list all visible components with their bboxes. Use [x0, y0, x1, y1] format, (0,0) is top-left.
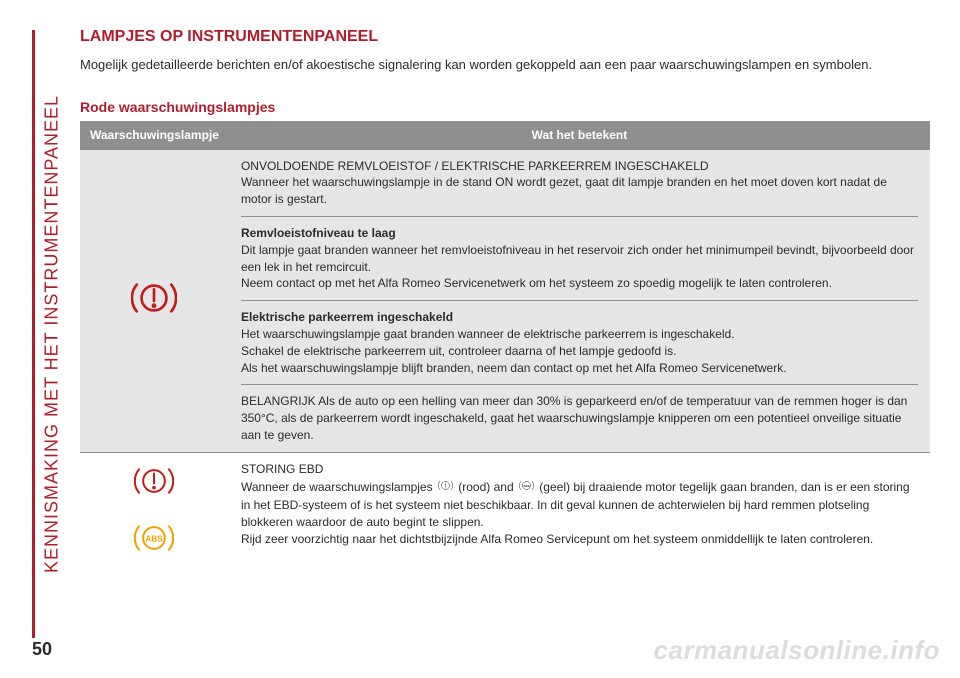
abs-warning-icon: ABS — [134, 518, 174, 563]
block3-title: Elektrische parkeerrem ingeschakeld — [241, 310, 453, 324]
vertical-bar — [32, 30, 35, 638]
abs-warning-icon: ABS — [519, 478, 534, 498]
row2-body-b: Rijd zeer voorzichtig naar het dichtstbi… — [241, 531, 918, 548]
meaning-cell: STORING EBD Wanneer de waarschuwingslamp… — [229, 452, 930, 570]
intro-paragraph: Mogelijk gedetailleerde berichten en/of … — [80, 56, 930, 75]
block3-body-a: Het waarschuwingslampje gaat branden wan… — [241, 326, 918, 343]
block2-body-a: Dit lampje gaat branden wanneer het remv… — [241, 242, 918, 276]
icon-cell-brake — [80, 150, 229, 453]
brake-warning-icon — [131, 310, 177, 324]
sub-title: Rode waarschuwingslampjes — [80, 99, 930, 115]
table-header-row: Waarschuwingslampje Wat het betekent — [80, 121, 930, 150]
divider — [241, 216, 918, 217]
divider — [241, 384, 918, 385]
warning-table: Waarschuwingslampje Wat het betekent ONV… — [80, 121, 930, 571]
block3-body-b: Schakel de elektrische parkeerrem uit, c… — [241, 343, 918, 360]
vertical-spine-label: KENNISMAKING MET HET INSTRUMENTENPANEEL — [32, 30, 72, 638]
row2-body-a: Wanneer de waarschuwingslampjes (rood) a… — [241, 478, 918, 531]
table-row: ABS STORING EBD Wanneer de waarschuwings… — [80, 452, 930, 570]
page-number: 50 — [32, 639, 52, 660]
section-title: LAMPJES OP INSTRUMENTENPANEEL — [80, 28, 930, 46]
page-content: LAMPJES OP INSTRUMENTENPANEEL Mogelijk g… — [80, 28, 930, 658]
block1-body: Wanneer het waarschuwingslampje in de st… — [241, 174, 918, 208]
svg-text:ABS: ABS — [523, 483, 530, 487]
watermark: carmanualsonline.info — [654, 635, 940, 666]
block2-title: Remvloeistofniveau te laag — [241, 226, 396, 240]
header-meaning-col: Wat het betekent — [229, 121, 930, 150]
block1-title: ONVOLDOENDE REMVLOEISTOF / ELEKTRISCHE P… — [241, 158, 918, 175]
block3-body-c: Als het waarschuwingslampje blijft brand… — [241, 360, 918, 377]
vertical-label-text: KENNISMAKING MET HET INSTRUMENTENPANEEL — [42, 95, 63, 573]
block4-body: BELANGRIJK Als de auto op een helling va… — [241, 393, 918, 443]
brake-warning-icon — [134, 461, 174, 506]
icon-cell-ebd: ABS — [80, 452, 229, 570]
meaning-cell: ONVOLDOENDE REMVLOEISTOF / ELEKTRISCHE P… — [229, 150, 930, 453]
table-row: ONVOLDOENDE REMVLOEISTOF / ELEKTRISCHE P… — [80, 150, 930, 453]
svg-text:ABS: ABS — [146, 533, 164, 543]
divider — [241, 300, 918, 301]
header-icon-col: Waarschuwingslampje — [80, 121, 229, 150]
block2-body-b: Neem contact op met het Alfa Romeo Servi… — [241, 275, 918, 292]
brake-warning-icon — [438, 478, 453, 498]
row2-title: STORING EBD — [241, 461, 918, 478]
